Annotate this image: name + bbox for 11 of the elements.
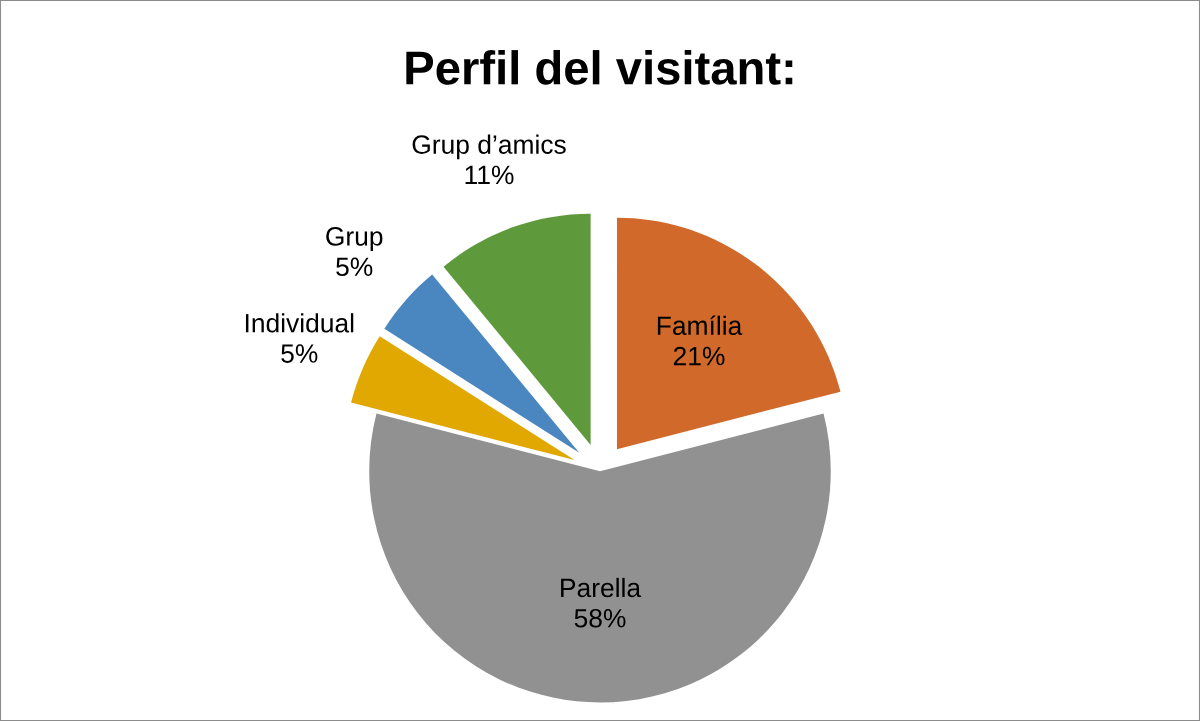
data-label: 58% <box>574 608 626 628</box>
slice-label: Parella <box>561 577 642 598</box>
slice-label: Grup d’amics <box>412 134 566 160</box>
data-label: 21% <box>673 346 725 366</box>
chart-title: Perfil del visitant: <box>406 50 793 85</box>
slice-label: Individual <box>245 313 354 333</box>
data-label: 5% <box>336 257 373 277</box>
slice-label: Grup <box>326 227 383 251</box>
slice-label: Família <box>657 315 743 336</box>
data-label: 5% <box>281 344 318 363</box>
data-label: 11% <box>465 165 514 185</box>
